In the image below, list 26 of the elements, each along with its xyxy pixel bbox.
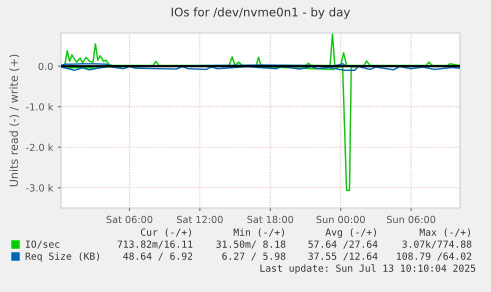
text: 6.27 / 5.98 xyxy=(222,252,286,261)
y-tick-label: -2.0 k xyxy=(26,144,54,152)
text: 57.64 /27.64 xyxy=(308,240,378,249)
y-tick-label: 0.0 xyxy=(38,62,53,70)
y-tick-label: -3.0 k xyxy=(26,184,54,192)
text: Min (-/+) xyxy=(234,228,284,237)
x-tick-label: Sat 06:00 xyxy=(106,216,152,224)
text: Cur (-/+) xyxy=(140,228,191,237)
x-tick-label: Sun 00:00 xyxy=(316,216,365,224)
legend-label: Req Size (KB) xyxy=(26,252,100,262)
text: 37.55 /12.64 xyxy=(308,252,378,261)
text: 48.64 / 6.92 xyxy=(123,252,192,261)
x-tick-label: Sat 12:00 xyxy=(176,216,223,224)
text: Max (-/+) xyxy=(420,228,470,237)
text: 713.82m/16.11 xyxy=(118,240,192,249)
x-tick-label: Sun 06:00 xyxy=(386,216,436,224)
text: 108.79 /64.02 xyxy=(397,252,472,261)
text: Last update: Sun Jul 13 10:10:04 2025 xyxy=(260,264,476,274)
chart-title: IOs for /dev/nvme0n1 - by day xyxy=(172,7,350,19)
legend-label: IO/sec xyxy=(26,240,60,249)
y-tick-label: -1.0 k xyxy=(26,103,54,111)
y-axis-title: Units read (-) / write (+) xyxy=(9,54,20,186)
text: Avg (-/+) xyxy=(326,228,376,238)
x-tick-label: Sat 18:00 xyxy=(247,216,294,224)
text: 31.50m/ 8.18 xyxy=(216,240,286,249)
text: 3.07k/774.88 xyxy=(402,240,472,249)
